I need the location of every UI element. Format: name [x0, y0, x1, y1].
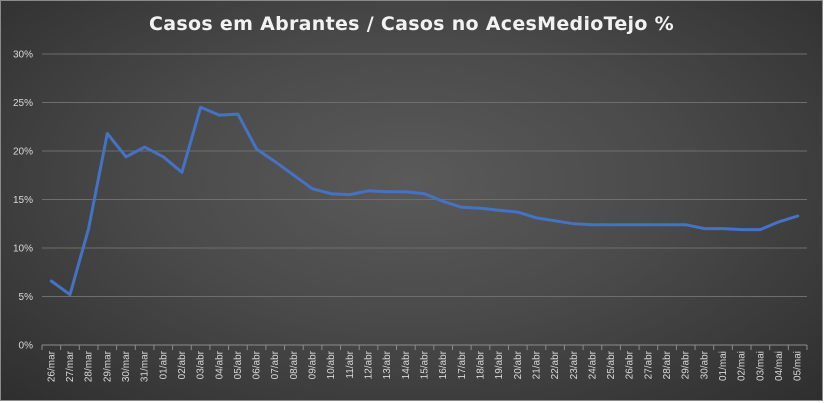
x-tick-label: 30/mar: [121, 350, 132, 382]
x-tick-label: 27/abr: [643, 350, 654, 379]
x-tick-label: 07/abr: [270, 350, 281, 379]
x-tick-label: 29/abr: [681, 350, 692, 379]
x-tick-label: 13/abr: [382, 350, 393, 379]
x-tick-label: 14/abr: [401, 350, 412, 379]
chart-title: Casos em Abrantes / Casos no AcesMedioTe…: [149, 13, 674, 35]
x-tick-label: 21/abr: [531, 350, 542, 379]
x-tick-label: 23/abr: [569, 350, 580, 379]
x-tick-label: 04/abr: [214, 350, 225, 379]
y-tick-label: 10%: [13, 244, 33, 255]
x-tick-label: 02/mai: [737, 351, 748, 381]
y-tick-label: 15%: [13, 195, 33, 206]
x-tick-label: 26/abr: [625, 350, 636, 379]
x-tick-label: 22/abr: [550, 350, 561, 379]
x-tick-label: 04/mai: [774, 351, 785, 381]
x-tick-label: 03/mai: [755, 351, 766, 381]
x-tick-label: 11/abr: [345, 350, 356, 378]
x-tick-label: 12/abr: [364, 350, 375, 379]
x-tick-label: 01/mai: [718, 351, 729, 381]
x-tick-label: 31/mar: [140, 350, 151, 382]
x-tick-label: 05/abr: [233, 350, 244, 379]
y-tick-label: 0%: [19, 341, 34, 352]
x-tick-label: 16/abr: [438, 350, 449, 379]
x-tick-label: 17/abr: [457, 350, 468, 379]
x-tick-label: 29/mar: [102, 350, 113, 382]
x-tick-label: 02/abr: [177, 350, 188, 379]
x-tick-label: 30/abr: [699, 350, 710, 379]
x-tick-label: 18/abr: [475, 350, 486, 379]
y-tick-label: 5%: [19, 292, 34, 303]
x-tick-label: 10/abr: [326, 350, 337, 379]
x-tick-label: 20/abr: [513, 350, 524, 379]
y-tick-label: 20%: [13, 147, 33, 158]
x-tick-label: 27/mar: [65, 350, 76, 382]
x-tick-label: 09/abr: [308, 350, 319, 379]
y-tick-label: 25%: [13, 98, 33, 109]
x-tick-label: 03/abr: [196, 350, 207, 379]
x-tick-label: 08/abr: [289, 350, 300, 379]
x-tick-label: 28/mar: [84, 350, 95, 382]
x-tick-label: 26/mar: [46, 350, 57, 382]
x-tick-label: 15/abr: [420, 350, 431, 379]
x-tick-label: 06/abr: [252, 350, 263, 379]
series-line: [49, 105, 800, 297]
x-tick-label: 25/abr: [606, 350, 617, 379]
y-tick-label: 30%: [13, 50, 33, 61]
x-tick-label: 28/abr: [662, 350, 673, 379]
x-tick-label: 05/mai: [793, 351, 804, 381]
x-tick-label: 01/abr: [158, 350, 169, 379]
x-tick-label: 19/abr: [494, 350, 505, 379]
x-tick-label: 24/abr: [587, 350, 598, 379]
